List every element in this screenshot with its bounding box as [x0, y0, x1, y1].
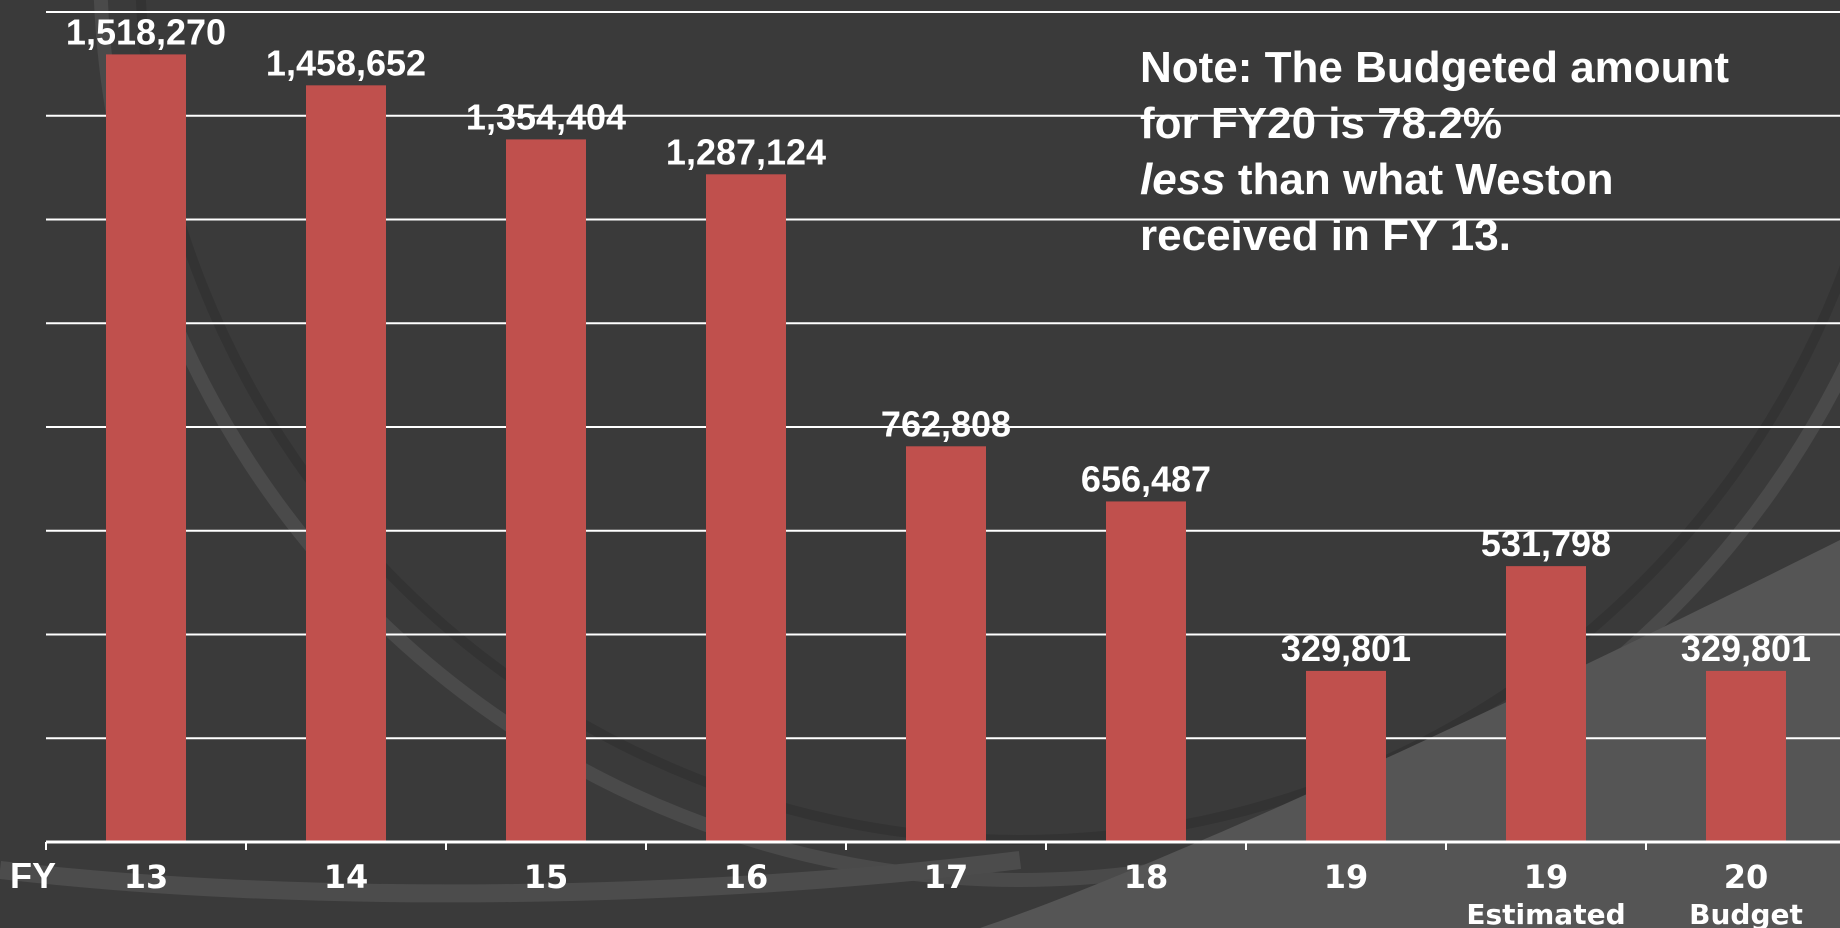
- data-label: 1,518,270: [66, 11, 226, 52]
- value-labels: 1,518,270 1,458,652 1,354,404 1,287,124 762,…: [66, 11, 1811, 669]
- data-label: 1,287,124: [666, 131, 826, 172]
- note-text: Note: The Budgeted amount for FY20 is 78…: [1140, 40, 1760, 264]
- bar: [1306, 670, 1386, 842]
- bars: [106, 54, 1786, 842]
- x-axis-title: FY: [10, 855, 56, 896]
- data-label: 531,798: [1481, 523, 1611, 564]
- x-tick-sublabel: Estimated: [1466, 898, 1625, 928]
- data-label: 1,458,652: [266, 42, 426, 83]
- data-label: 329,801: [1281, 628, 1411, 669]
- x-tick-label: 18: [1124, 858, 1169, 896]
- note-emphasis: less: [1140, 155, 1226, 204]
- bar: [306, 85, 386, 842]
- note-part1: Note: The Budgeted amount for FY20 is 78…: [1140, 43, 1730, 148]
- data-label: 1,354,404: [466, 96, 626, 137]
- bar: [706, 174, 786, 842]
- x-tick-label: 13: [124, 858, 169, 896]
- x-tick-label: 15: [524, 858, 569, 896]
- bar: [1506, 566, 1586, 842]
- x-tick-label: 20: [1724, 858, 1769, 896]
- data-label: 329,801: [1681, 628, 1811, 669]
- bar: [1106, 501, 1186, 842]
- x-tick-sublabel: Budget: [1689, 898, 1803, 928]
- decorative-wedge: [980, 540, 1840, 928]
- x-tick-label: 17: [924, 858, 969, 896]
- bar: [506, 139, 586, 842]
- decorative-arc: [94, 0, 1840, 887]
- x-tick-label: 16: [724, 858, 769, 896]
- decorative-arc-inner: [136, 0, 1840, 845]
- x-tick-label: 14: [324, 858, 369, 896]
- bar: [1706, 670, 1786, 842]
- bar: [106, 54, 186, 842]
- data-label: 762,808: [881, 403, 1011, 444]
- decorative-swoosh: [0, 851, 1022, 903]
- x-tick-label: 19: [1524, 858, 1569, 896]
- data-label: 656,487: [1081, 458, 1211, 499]
- note-part2: than what Weston received in FY 13.: [1140, 155, 1614, 260]
- x-tick-label: 19: [1324, 858, 1369, 896]
- bar: [906, 446, 986, 842]
